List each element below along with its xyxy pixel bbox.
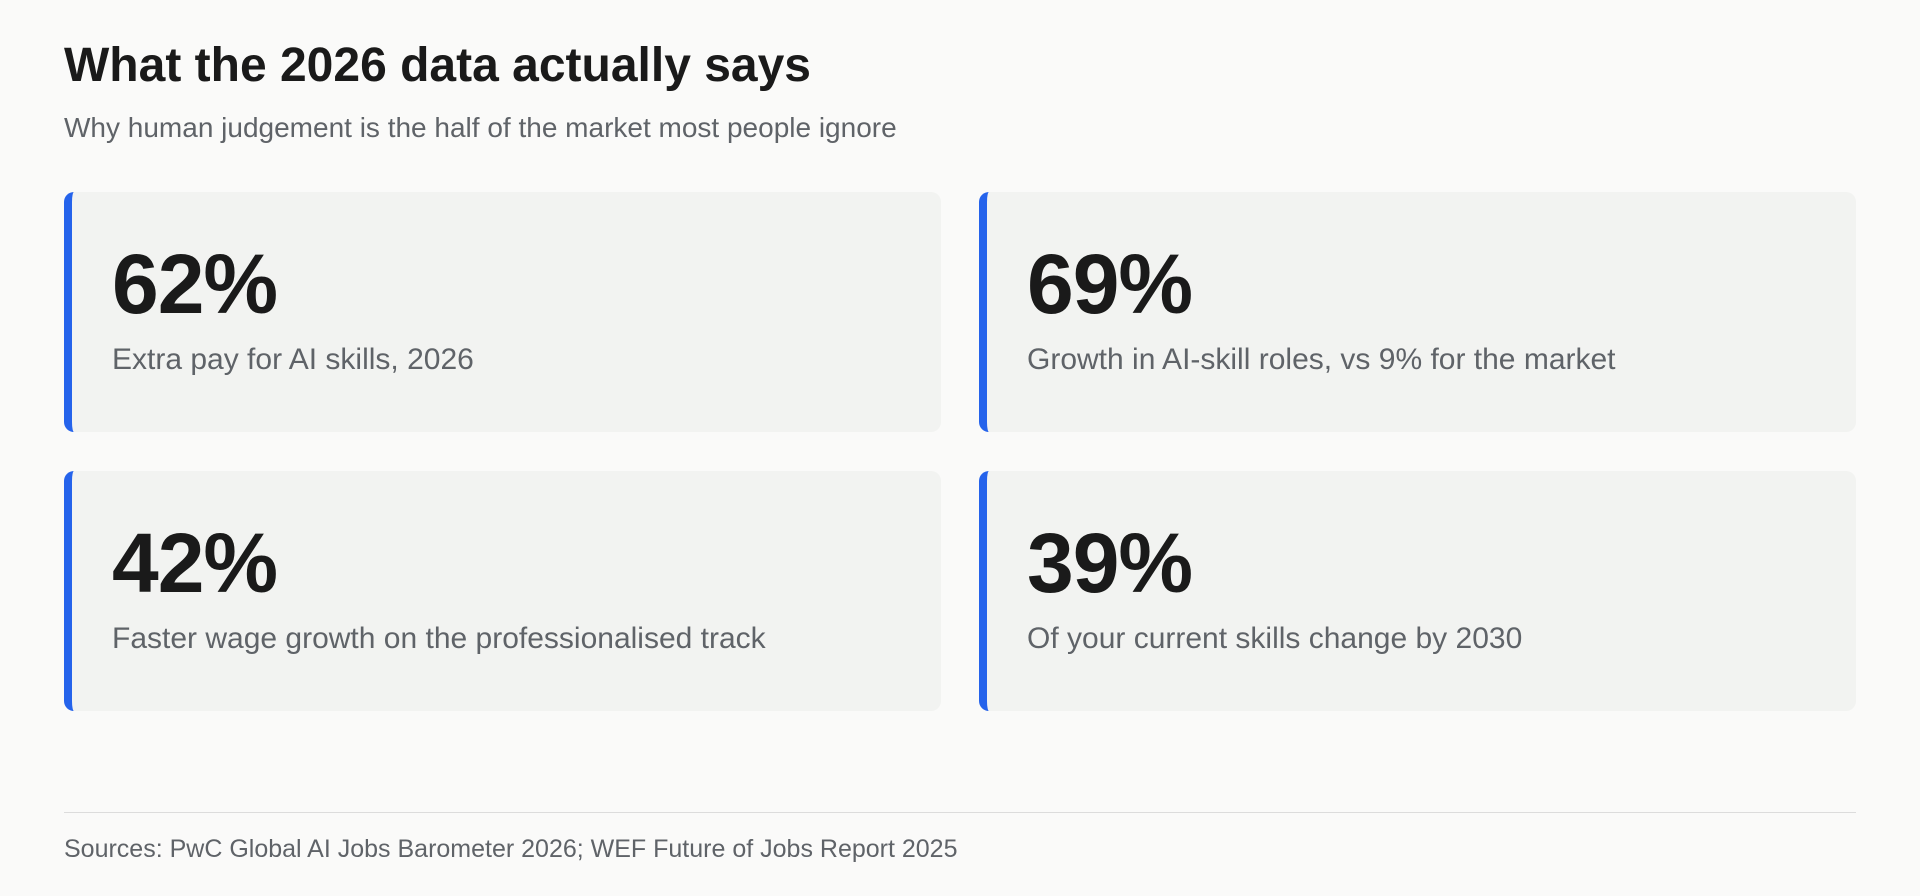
stat-value: 62% (112, 237, 278, 331)
stat-card-wage-growth: 42% Faster wage growth on the profession… (64, 471, 941, 711)
page-title: What the 2026 data actually says (64, 39, 811, 92)
stat-value: 39% (1027, 516, 1193, 610)
stat-value: 42% (112, 516, 278, 610)
stat-card-ai-pay: 62% Extra pay for AI skills, 2026 (64, 192, 941, 432)
stats-grid: 62% Extra pay for AI skills, 2026 69% Gr… (64, 192, 1856, 711)
stat-card-skills-change: 39% Of your current skills change by 203… (979, 471, 1856, 711)
page: What the 2026 data actually says Why hum… (64, 0, 1856, 896)
stat-value: 69% (1027, 237, 1193, 331)
stat-label: Growth in AI-skill roles, vs 9% for the … (1027, 343, 1616, 376)
footer-divider (64, 812, 1856, 813)
stat-label: Of your current skills change by 2030 (1027, 622, 1523, 655)
sources-note: Sources: PwC Global AI Jobs Barometer 20… (64, 835, 958, 863)
page-subtitle: Why human judgement is the half of the m… (64, 112, 897, 143)
stat-label: Extra pay for AI skills, 2026 (112, 343, 474, 376)
stat-card-role-growth: 69% Growth in AI-skill roles, vs 9% for … (979, 192, 1856, 432)
stat-label: Faster wage growth on the professionalis… (112, 622, 766, 655)
